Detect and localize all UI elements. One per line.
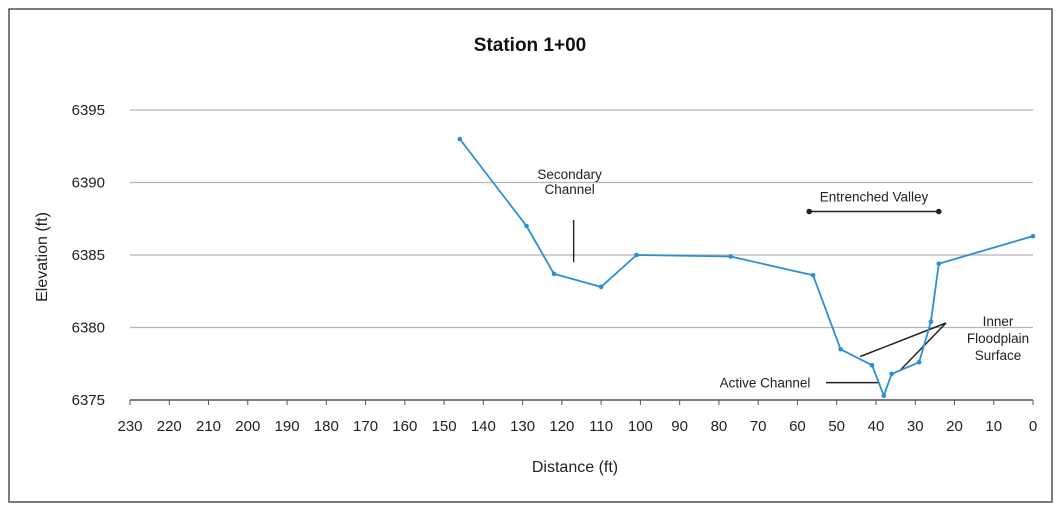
series-0-point-14 bbox=[1030, 233, 1036, 239]
annotation-inner-floodplain-text-0: Inner bbox=[983, 314, 1014, 329]
x-tick-label-200: 200 bbox=[235, 418, 260, 435]
x-tick-label-20: 20 bbox=[946, 418, 963, 435]
x-tick-label-230: 230 bbox=[117, 418, 142, 435]
annotation-active-channel-text: Active Channel bbox=[720, 376, 811, 391]
x-tick-label-50: 50 bbox=[828, 418, 845, 435]
series-0-point-10 bbox=[889, 371, 894, 377]
series-0-point-7 bbox=[838, 346, 843, 352]
chart-title: Station 1+00 bbox=[474, 35, 586, 56]
series-0-point-4 bbox=[634, 252, 639, 258]
x-tick-label-60: 60 bbox=[789, 418, 806, 435]
series-0-point-5 bbox=[728, 254, 733, 259]
x-tick-label-40: 40 bbox=[868, 418, 885, 435]
x-tick-label-210: 210 bbox=[196, 418, 221, 435]
series-0-point-2 bbox=[551, 271, 557, 277]
annotation-entrenched-valley-end-left bbox=[806, 208, 813, 215]
x-tick-label-10: 10 bbox=[985, 418, 1002, 435]
series bbox=[457, 136, 1036, 398]
annotation-entrenched-valley-text: Entrenched Valley bbox=[820, 190, 929, 205]
x-tick-label-150: 150 bbox=[432, 418, 457, 435]
x-tick-label-0: 0 bbox=[1029, 418, 1037, 435]
y-tick-labels: 6375 6380 6385 6390 6395 bbox=[72, 102, 105, 409]
x-tick-label-180: 180 bbox=[314, 418, 339, 435]
x-tick-label-120: 120 bbox=[549, 418, 574, 435]
series-0-point-11 bbox=[916, 360, 922, 365]
grid-lines bbox=[130, 109, 1033, 329]
x-tick-label-170: 170 bbox=[353, 418, 378, 435]
annotation-secondary-channel-text-0: Secondary bbox=[537, 167, 602, 182]
annotation-inner-floodplain-leader-0 bbox=[859, 322, 947, 358]
axes bbox=[129, 399, 1034, 405]
series-0-point-9 bbox=[881, 393, 887, 398]
y-tick-label-6380: 6380 bbox=[72, 320, 105, 337]
x-tick-label-80: 80 bbox=[711, 418, 728, 435]
x-tick-label-220: 220 bbox=[157, 418, 182, 435]
x-tick-label-140: 140 bbox=[471, 418, 496, 435]
annotation-secondary-channel-text-1: Channel bbox=[544, 182, 594, 197]
x-tick-label-130: 130 bbox=[510, 418, 535, 435]
series-0-point-13 bbox=[936, 261, 942, 267]
series-0-point-0 bbox=[457, 136, 463, 142]
x-tick-label-160: 160 bbox=[392, 418, 417, 435]
x-axis-label: Distance (ft) bbox=[532, 459, 618, 476]
x-tick-label-70: 70 bbox=[750, 418, 767, 435]
x-tick-labels: 230 220 210 200 190 180 170 160 150 140 130 120 110 1… bbox=[117, 418, 1037, 435]
x-tick-label-30: 30 bbox=[907, 418, 924, 435]
y-tick-label-6395: 6395 bbox=[72, 102, 105, 119]
annotation-inner-floodplain-text-1: Floodplain bbox=[967, 331, 1029, 346]
series-0-point-1 bbox=[524, 223, 529, 229]
x-tick-label-90: 90 bbox=[671, 418, 688, 435]
y-tick-label-6375: 6375 bbox=[72, 392, 105, 409]
annotation-inner-floodplain-text-2: Surface bbox=[975, 348, 1022, 363]
y-axis-label: Elevation (ft) bbox=[34, 212, 51, 302]
series-0-point-3 bbox=[598, 284, 604, 290]
x-tick-label-100: 100 bbox=[628, 418, 653, 435]
series-0-point-8 bbox=[869, 362, 875, 368]
y-tick-label-6385: 6385 bbox=[72, 247, 105, 264]
y-tick-label-6390: 6390 bbox=[72, 175, 105, 192]
series-0-point-6 bbox=[810, 273, 816, 278]
annotation-entrenched-valley-end-right bbox=[935, 208, 942, 215]
x-tick-label-190: 190 bbox=[275, 418, 300, 435]
x-tick-label-110: 110 bbox=[589, 418, 613, 435]
series-0-point-12 bbox=[928, 319, 934, 325]
